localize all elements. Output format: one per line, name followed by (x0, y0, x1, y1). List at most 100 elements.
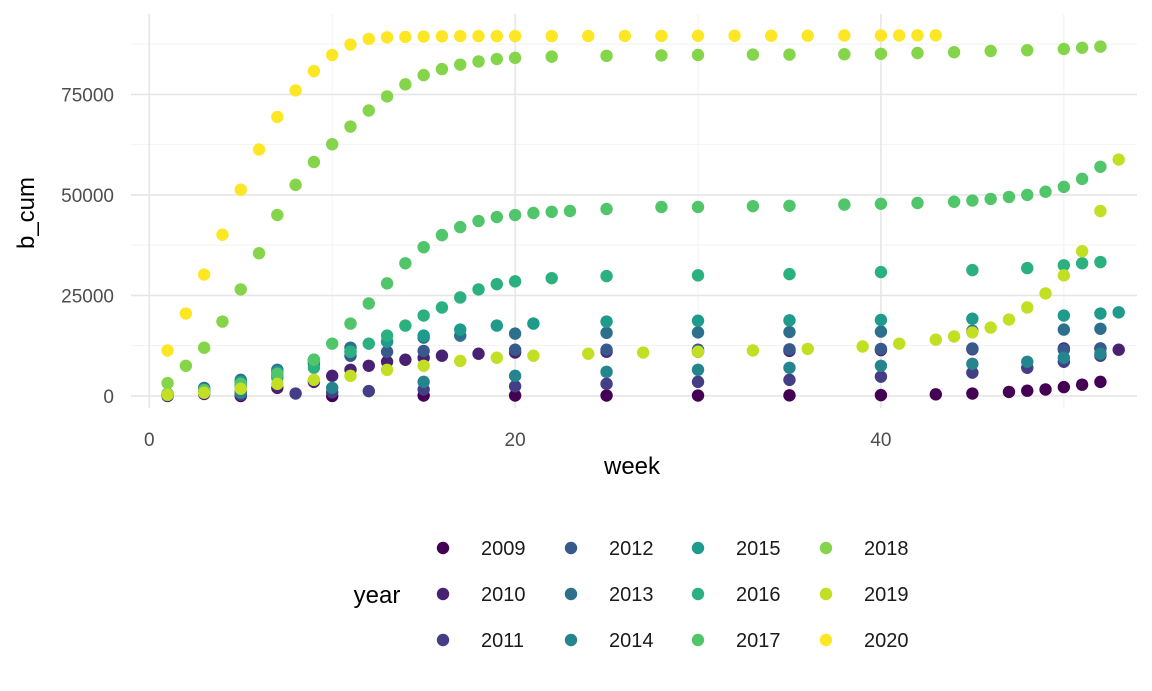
data-point (161, 344, 174, 357)
data-point (271, 110, 284, 124)
data-point (545, 271, 558, 285)
data-point (216, 315, 229, 328)
x-tick-label: 40 (870, 430, 891, 451)
data-point (161, 376, 174, 390)
legend-label: 2020 (864, 630, 909, 652)
data-point (435, 30, 449, 43)
data-point (362, 104, 375, 117)
data-point (1094, 347, 1107, 360)
data-point (582, 347, 595, 360)
data-point (691, 363, 705, 377)
data-point (307, 64, 321, 78)
data-point (783, 361, 796, 374)
legend-item: 2013 (564, 584, 654, 606)
data-point (947, 330, 961, 343)
data-point (874, 197, 888, 210)
data-point (1021, 188, 1034, 202)
legend-label: 2017 (736, 630, 781, 652)
data-point (783, 389, 796, 402)
data-point (783, 343, 796, 356)
legend-label: 2012 (609, 538, 654, 560)
data-point (838, 29, 851, 42)
data-point (344, 38, 357, 51)
data-point (984, 192, 997, 206)
data-point (947, 195, 961, 208)
data-point (728, 29, 741, 42)
data-point (838, 48, 851, 61)
data-point (874, 313, 888, 327)
data-point (1057, 42, 1071, 56)
data-point (600, 315, 613, 328)
data-point (545, 29, 558, 43)
data-point (508, 389, 522, 402)
series-2019 (161, 153, 1125, 401)
data-point (380, 363, 394, 377)
data-point (545, 205, 558, 219)
data-point (783, 314, 796, 327)
data-point (326, 138, 339, 151)
data-point (344, 345, 357, 358)
data-point (1021, 384, 1034, 397)
data-point (399, 78, 412, 91)
data-point (179, 307, 193, 320)
data-point (362, 384, 375, 398)
data-point (252, 247, 266, 260)
series-2011 (161, 349, 1107, 402)
data-point (691, 314, 705, 327)
data-point (435, 62, 449, 76)
data-point (527, 206, 540, 220)
data-point (508, 29, 522, 43)
legend-key (564, 587, 578, 601)
data-point (618, 29, 632, 43)
data-point (874, 359, 888, 372)
series-2014 (161, 347, 1107, 402)
data-point (508, 380, 522, 393)
data-point (691, 200, 705, 214)
data-point (1094, 375, 1107, 389)
data-point (454, 58, 467, 71)
legend-key (691, 633, 705, 647)
data-point (600, 326, 613, 340)
legend-key (691, 587, 705, 601)
data-point (399, 353, 412, 366)
legend-item: 2011 (436, 630, 524, 652)
data-point (472, 214, 485, 228)
data-point (472, 347, 485, 360)
data-point (362, 359, 375, 372)
data-point (984, 44, 997, 58)
data-point (911, 29, 924, 42)
data-point (252, 143, 266, 156)
data-point (326, 369, 339, 383)
legend-key (436, 541, 450, 555)
legend-label: 2015 (736, 538, 781, 560)
data-point (490, 319, 504, 332)
legend-key (564, 633, 578, 647)
data-point (234, 183, 247, 196)
data-point (1057, 309, 1071, 322)
x-axis-title: week (603, 453, 661, 480)
data-point (1057, 269, 1071, 282)
data-point (874, 265, 888, 279)
data-point (271, 377, 284, 391)
data-point (746, 344, 760, 357)
data-point (435, 301, 449, 314)
data-point (691, 29, 705, 42)
data-point (508, 327, 522, 340)
data-point (344, 317, 357, 330)
data-point (472, 29, 485, 43)
data-point (399, 319, 412, 332)
data-point (508, 369, 522, 383)
data-point (966, 312, 979, 325)
data-point (344, 369, 357, 383)
y-tick-label: 50000 (61, 186, 114, 207)
data-point (911, 46, 924, 60)
data-point (271, 208, 284, 222)
data-point (417, 329, 430, 342)
data-point (1039, 287, 1052, 300)
data-point (874, 388, 888, 402)
data-point (783, 48, 796, 61)
data-point (764, 29, 778, 42)
data-point (966, 194, 979, 207)
data-point (508, 208, 522, 222)
data-point (929, 333, 942, 346)
